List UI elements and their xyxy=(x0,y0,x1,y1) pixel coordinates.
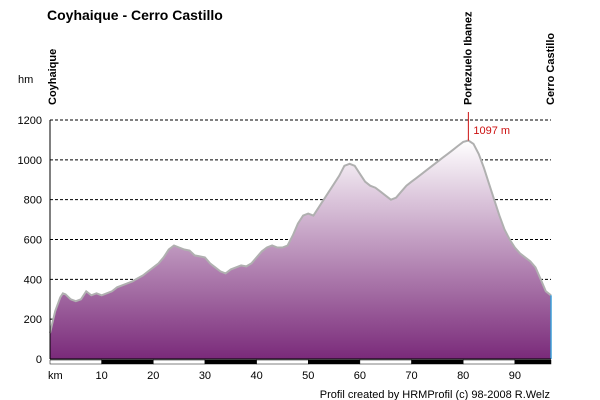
place-label: Portezuelo Ibanez xyxy=(462,11,474,105)
x-tick-label: 60 xyxy=(354,370,366,382)
peak-label: 1097 m xyxy=(473,125,510,137)
y-tick-label: 400 xyxy=(24,274,42,286)
km-scale-segment xyxy=(256,359,309,365)
x-tick-label: 10 xyxy=(96,370,108,382)
km-scale-segment xyxy=(49,359,102,365)
y-tick-labels: 0 200 400 600 800 1000 1200 xyxy=(18,115,42,366)
x-tick-label: 30 xyxy=(199,370,211,382)
place-label: Cerro Castillo xyxy=(545,33,557,105)
chart-title: Coyhaique - Cerro Castillo xyxy=(47,7,223,23)
km-scale-segment xyxy=(462,359,516,365)
x-axis-label: km xyxy=(48,370,63,382)
x-tick-label: 50 xyxy=(302,370,314,382)
axes xyxy=(49,120,552,365)
y-tick-label: 1200 xyxy=(18,115,42,127)
y-tick-label: 800 xyxy=(24,195,42,207)
y-tick-label: 600 xyxy=(24,235,42,247)
x-tick-label: 20 xyxy=(147,370,159,382)
km-scale-segment xyxy=(101,359,154,365)
km-scale-segment xyxy=(307,359,361,365)
x-tick-label: 80 xyxy=(457,370,469,382)
y-tick-label: 200 xyxy=(24,314,42,326)
km-scale-segment xyxy=(153,359,206,365)
x-tick-label: 70 xyxy=(405,370,417,382)
profile-line xyxy=(49,139,552,334)
x-tick-label: 90 xyxy=(509,370,521,382)
y-tick-label: 0 xyxy=(36,354,42,366)
km-scale-segment xyxy=(359,359,412,365)
km-scale-segment xyxy=(411,359,464,365)
profile-area xyxy=(49,139,552,359)
profile-fill xyxy=(50,140,551,359)
credit-text: Profil created by HRMProfil (c) 98-2008 … xyxy=(320,389,550,400)
km-scale-segment xyxy=(204,359,257,365)
y-tick-label: 1000 xyxy=(18,155,42,167)
place-labels: Coyhaique Portezuelo Ibanez Cerro Castillo xyxy=(47,11,557,105)
y-axis-label: hm xyxy=(18,74,33,86)
place-label: Coyhaique xyxy=(47,49,59,105)
x-tick-labels: 10 20 30 40 50 60 70 80 90 xyxy=(96,370,521,382)
peak-annotation: 1097 m xyxy=(467,112,510,141)
km-scale-segment xyxy=(514,359,552,365)
x-tick-label: 40 xyxy=(250,370,262,382)
